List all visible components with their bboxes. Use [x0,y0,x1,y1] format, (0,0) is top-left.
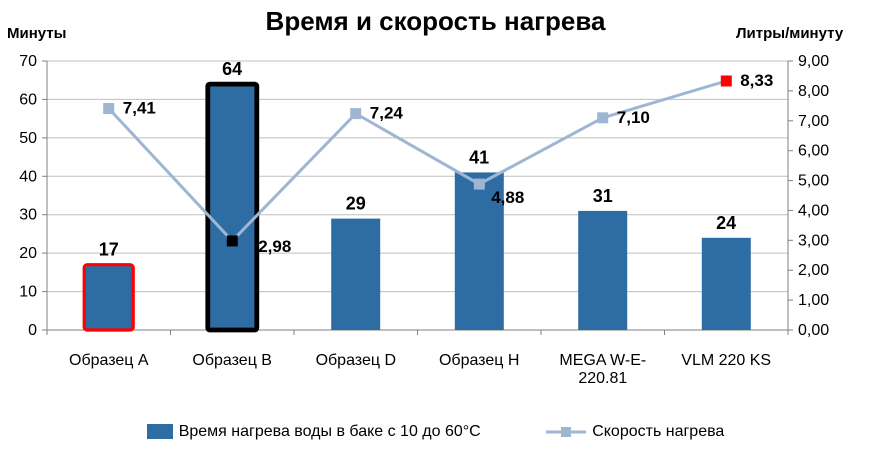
svg-text:7,10: 7,10 [617,108,650,127]
svg-text:24: 24 [716,213,736,233]
svg-text:3,00: 3,00 [798,232,829,249]
svg-text:10: 10 [19,284,37,301]
svg-text:31: 31 [593,186,613,206]
svg-text:17: 17 [99,240,119,260]
svg-text:2,98: 2,98 [258,237,291,256]
svg-text:0: 0 [28,322,37,339]
svg-text:1,00: 1,00 [798,292,829,309]
svg-text:9,00: 9,00 [798,53,829,70]
svg-text:30: 30 [19,207,37,224]
svg-text:2,00: 2,00 [798,262,829,279]
svg-text:0,00: 0,00 [798,322,829,339]
svg-text:50: 50 [19,130,37,147]
svg-text:41: 41 [469,147,489,167]
svg-text:4,88: 4,88 [491,188,524,207]
svg-text:64: 64 [222,59,242,79]
svg-text:6,00: 6,00 [798,143,829,160]
svg-text:5,00: 5,00 [798,173,829,190]
svg-text:7,41: 7,41 [123,99,156,118]
svg-text:4,00: 4,00 [798,202,829,219]
svg-text:60: 60 [19,91,37,108]
svg-text:29: 29 [346,194,366,214]
svg-text:8,00: 8,00 [798,83,829,100]
svg-text:8,33: 8,33 [740,71,773,90]
svg-text:70: 70 [19,53,37,70]
svg-text:7,00: 7,00 [798,113,829,130]
svg-text:40: 40 [19,168,37,185]
svg-text:20: 20 [19,245,37,262]
svg-text:7,24: 7,24 [370,104,404,123]
